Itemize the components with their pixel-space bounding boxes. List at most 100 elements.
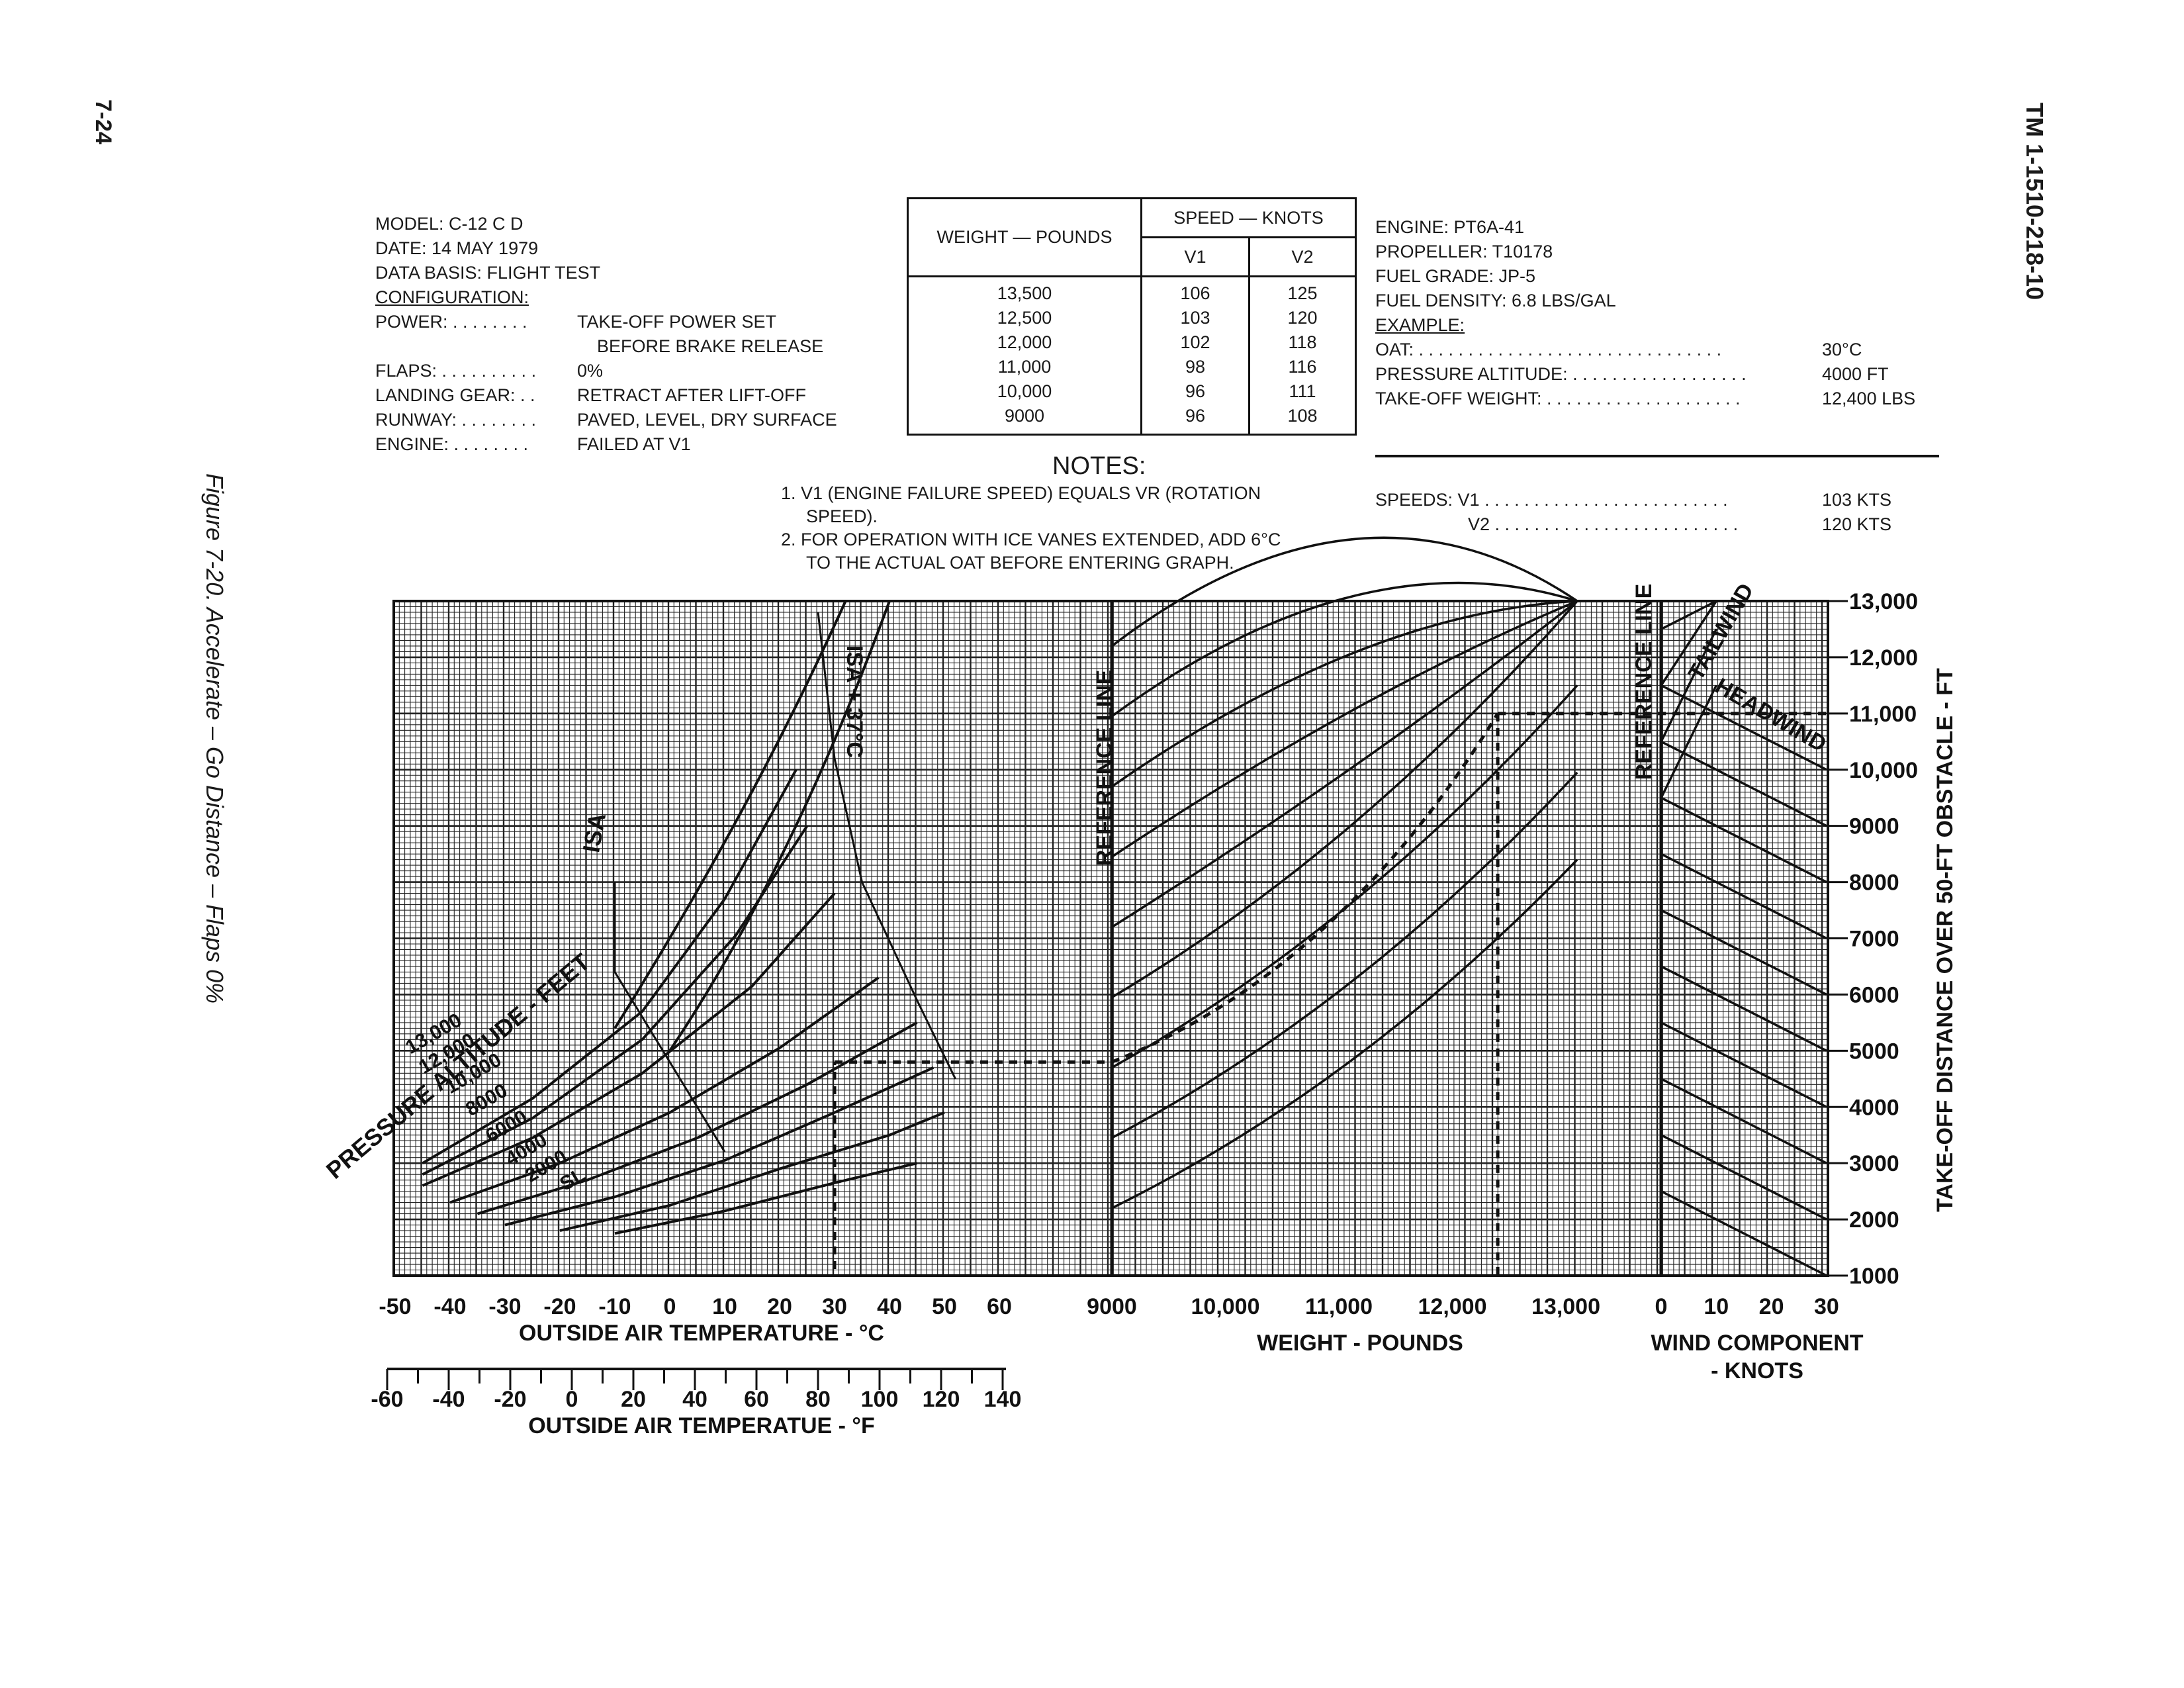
headwind-guide-line bbox=[1661, 1190, 1827, 1277]
fahrenheit-tick-label: 80 bbox=[805, 1387, 831, 1412]
v1-header: V1 bbox=[1140, 237, 1250, 277]
v1-cell: 103 bbox=[1140, 306, 1250, 330]
weight-cell: 9000 bbox=[1004, 406, 1045, 426]
fahrenheit-tick-label: -40 bbox=[432, 1387, 465, 1412]
celsius-tick-label: 50 bbox=[932, 1294, 957, 1319]
celsius-axis-label: OUTSIDE AIR TEMPERATURE - °C bbox=[519, 1321, 884, 1346]
speeds-block: SPEEDS: V1 . . . . . . . . . . . . . . .… bbox=[1375, 488, 1944, 537]
wind-tick-label: 0 bbox=[1655, 1294, 1668, 1319]
y-tick-label: 4000 bbox=[1849, 1095, 1899, 1120]
y-tick-label: 1000 bbox=[1849, 1264, 1899, 1289]
v2-cell: 118 bbox=[1248, 330, 1356, 355]
weight-tick-label: 9000 bbox=[1087, 1294, 1137, 1319]
y-tick-label: 11,000 bbox=[1849, 702, 1917, 727]
y-tick-label: 7000 bbox=[1849, 927, 1899, 952]
note-2-cont: TO THE ACTUAL OAT BEFORE ENTERING GRAPH. bbox=[806, 553, 1234, 573]
speeds-v1-label: SPEEDS: V1 . . . . . . . . . . . . . . .… bbox=[1375, 490, 1728, 510]
config-value: 0% bbox=[577, 361, 604, 381]
wind-tick-label: 20 bbox=[1759, 1294, 1784, 1319]
celsius-tick-label: 0 bbox=[664, 1294, 676, 1319]
y-tick-label: 3000 bbox=[1849, 1151, 1899, 1176]
speed-group-header: SPEED — KNOTS bbox=[1140, 198, 1356, 238]
headwind-guide-line bbox=[1661, 909, 1827, 996]
speeds-v1-value: 103 KTS bbox=[1822, 490, 1892, 510]
fahrenheit-tick-label: 100 bbox=[861, 1387, 899, 1412]
config-value: FAILED AT V1 bbox=[577, 434, 691, 454]
model-text: MODEL: C-12 C D bbox=[375, 214, 523, 234]
y-tick-label: 10,000 bbox=[1849, 758, 1918, 783]
v1-cell: 96 bbox=[1140, 379, 1250, 404]
headwind-guide-line bbox=[1661, 1134, 1827, 1221]
celsius-tick-label: -20 bbox=[543, 1294, 576, 1319]
config-key: POWER: . . . . . . . . bbox=[375, 312, 527, 332]
v2-cell: 108 bbox=[1248, 404, 1356, 435]
fahrenheit-tick-label: -60 bbox=[371, 1387, 403, 1412]
note-1: 1. V1 (ENGINE FAILURE SPEED) EQUALS VR (… bbox=[781, 483, 1261, 503]
propeller-text: PROPELLER: T10178 bbox=[1375, 242, 1553, 261]
tailwind-guide-line bbox=[1660, 600, 1717, 686]
fuel-grade-text: FUEL GRADE: JP-5 bbox=[1375, 266, 1536, 286]
isa37-label: ISA + 37°C bbox=[842, 645, 867, 758]
config-key: RUNWAY: . . . . . . . . bbox=[375, 410, 537, 430]
weight-axis-label: WEIGHT - POUNDS bbox=[1257, 1331, 1463, 1356]
celsius-tick-label: 10 bbox=[712, 1294, 737, 1319]
wind-tick-label: 30 bbox=[1814, 1294, 1839, 1319]
takeoff-weight-label: TAKE-OFF WEIGHT: . . . . . . . . . . . .… bbox=[1375, 389, 1741, 408]
config-key: ENGINE: . . . . . . . . bbox=[375, 434, 529, 454]
headwind-guide-line bbox=[1661, 853, 1827, 940]
weight-guide-line bbox=[1111, 536, 1578, 647]
weight-cell: 12,000 bbox=[997, 332, 1052, 352]
altitude-curve-extension bbox=[614, 600, 847, 1029]
fahrenheit-tick-label: -20 bbox=[494, 1387, 526, 1412]
y-tick-label: 9000 bbox=[1849, 814, 1899, 839]
date-text: DATE: 14 MAY 1979 bbox=[375, 238, 539, 258]
weight-guide-line bbox=[1111, 600, 1578, 929]
weight-tick-label: 13,000 bbox=[1531, 1294, 1600, 1319]
weight-tick-label: 10,000 bbox=[1191, 1294, 1260, 1319]
fahrenheit-axis-label: OUTSIDE AIR TEMPERATUE - °F bbox=[528, 1413, 875, 1438]
speed-table: WEIGHT — POUNDS SPEED — KNOTS V1 V2 13,5… bbox=[907, 197, 1357, 436]
header-right: ENGINE: PT6A-41 PROPELLER: T10178 FUEL G… bbox=[1375, 215, 1944, 411]
celsius-tick-label: 20 bbox=[767, 1294, 792, 1319]
wind-tick-label: 10 bbox=[1704, 1294, 1729, 1319]
config-value: BEFORE BRAKE RELEASE bbox=[597, 336, 824, 356]
y-tick-label: 13,000 bbox=[1849, 589, 1918, 614]
weight-guide-line bbox=[1111, 771, 1578, 1139]
weight-cell: 10,000 bbox=[997, 381, 1052, 401]
fahrenheit-tick-label: 60 bbox=[744, 1387, 769, 1412]
configuration-heading: CONFIGURATION: bbox=[375, 287, 529, 307]
config-value: RETRACT AFTER LIFT-OFF bbox=[577, 385, 807, 405]
altitude-curves bbox=[422, 600, 945, 1235]
pressure-altitude-label: PRESSURE ALTITUDE: . . . . . . . . . . .… bbox=[1375, 364, 1747, 384]
weight-tick-label: 12,000 bbox=[1418, 1294, 1487, 1319]
config-key: FLAPS: . . . . . . . . . . bbox=[375, 361, 537, 381]
config-value: TAKE-OFF POWER SET bbox=[577, 312, 777, 332]
weight-header: WEIGHT — POUNDS bbox=[907, 198, 1142, 277]
v2-cell: 111 bbox=[1248, 379, 1356, 404]
altitude-curve-12,000 bbox=[559, 1111, 945, 1233]
weight-cell: 12,500 bbox=[997, 308, 1052, 328]
headwind-guide-line bbox=[1661, 1021, 1827, 1108]
headwind-guide-line bbox=[1661, 1078, 1827, 1164]
tailwind-guide-line bbox=[1660, 628, 1717, 743]
isa37-line bbox=[817, 612, 956, 1080]
isa-label: ISA bbox=[577, 811, 611, 855]
weight-guide-line bbox=[1111, 859, 1578, 1209]
headwind-guide-line bbox=[1661, 684, 1827, 771]
y-axis-label: TAKE-OFF DISTANCE OVER 50-FT OBSTACLE - … bbox=[1933, 668, 1958, 1212]
celsius-tick-label: -10 bbox=[598, 1294, 631, 1319]
v2-header: V2 bbox=[1248, 237, 1356, 277]
v2-cell: 120 bbox=[1248, 306, 1356, 330]
fahrenheit-tick-label: 20 bbox=[621, 1387, 646, 1412]
celsius-tick-label: 30 bbox=[822, 1294, 847, 1319]
data-basis-text: DATA BASIS: FLIGHT TEST bbox=[375, 263, 601, 283]
example-heading: EXAMPLE: bbox=[1375, 315, 1465, 335]
fuel-density-text: FUEL DENSITY: 6.8 LBS/GAL bbox=[1375, 291, 1616, 310]
altitude-curve-4000 bbox=[422, 892, 836, 1187]
example-rule bbox=[1375, 455, 1939, 457]
weight-reference-label: REFERENCE LINE bbox=[1092, 670, 1117, 867]
headwind-guide-line bbox=[1661, 740, 1827, 827]
v1-cell: 96 bbox=[1140, 404, 1250, 435]
celsius-tick-label: -30 bbox=[488, 1294, 521, 1319]
